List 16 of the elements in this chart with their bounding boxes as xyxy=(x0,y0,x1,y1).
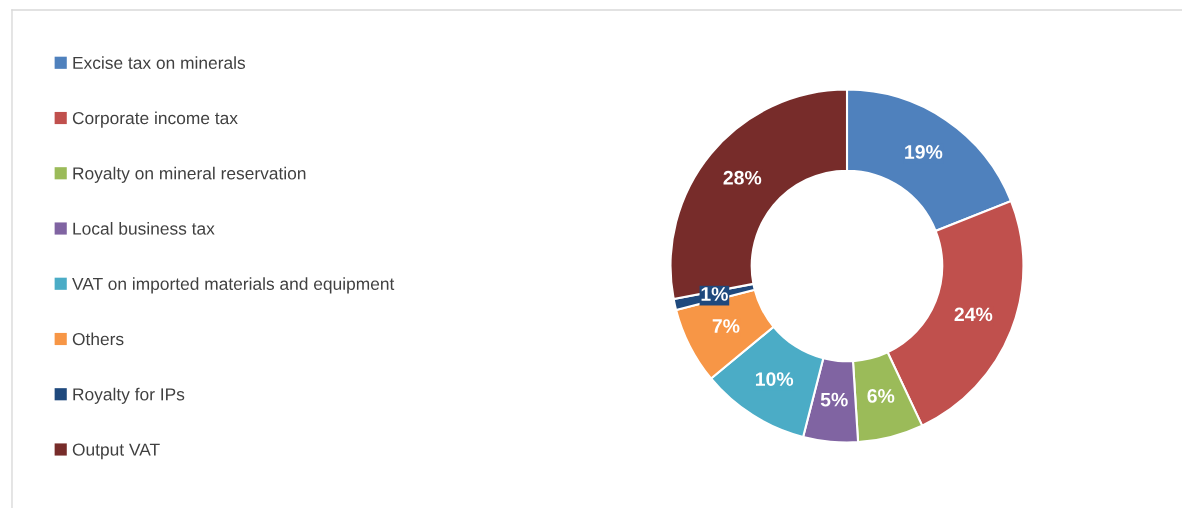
legend-label: VAT on imported materials and equipment xyxy=(72,277,395,294)
legend-label: Local business tax xyxy=(73,222,215,235)
legend-label: Corporate income tax xyxy=(72,111,238,128)
legend-label: Royalty on mineral reservation xyxy=(73,166,306,183)
data-label: 7% xyxy=(712,319,740,333)
data-label: 28% xyxy=(723,170,762,185)
legend-label: Excise tax on minerals xyxy=(73,56,246,70)
data-label: 5% xyxy=(820,392,848,407)
legend-label: Royalty for IPs xyxy=(73,387,185,404)
legend-label: Others xyxy=(72,332,124,346)
data-label: 1% xyxy=(701,287,728,301)
data-label: 19% xyxy=(905,145,943,159)
legend-label: Output VAT xyxy=(72,443,160,460)
data-label: 24% xyxy=(954,307,993,322)
data-label: 10% xyxy=(755,372,794,386)
data-label: 6% xyxy=(867,389,895,403)
